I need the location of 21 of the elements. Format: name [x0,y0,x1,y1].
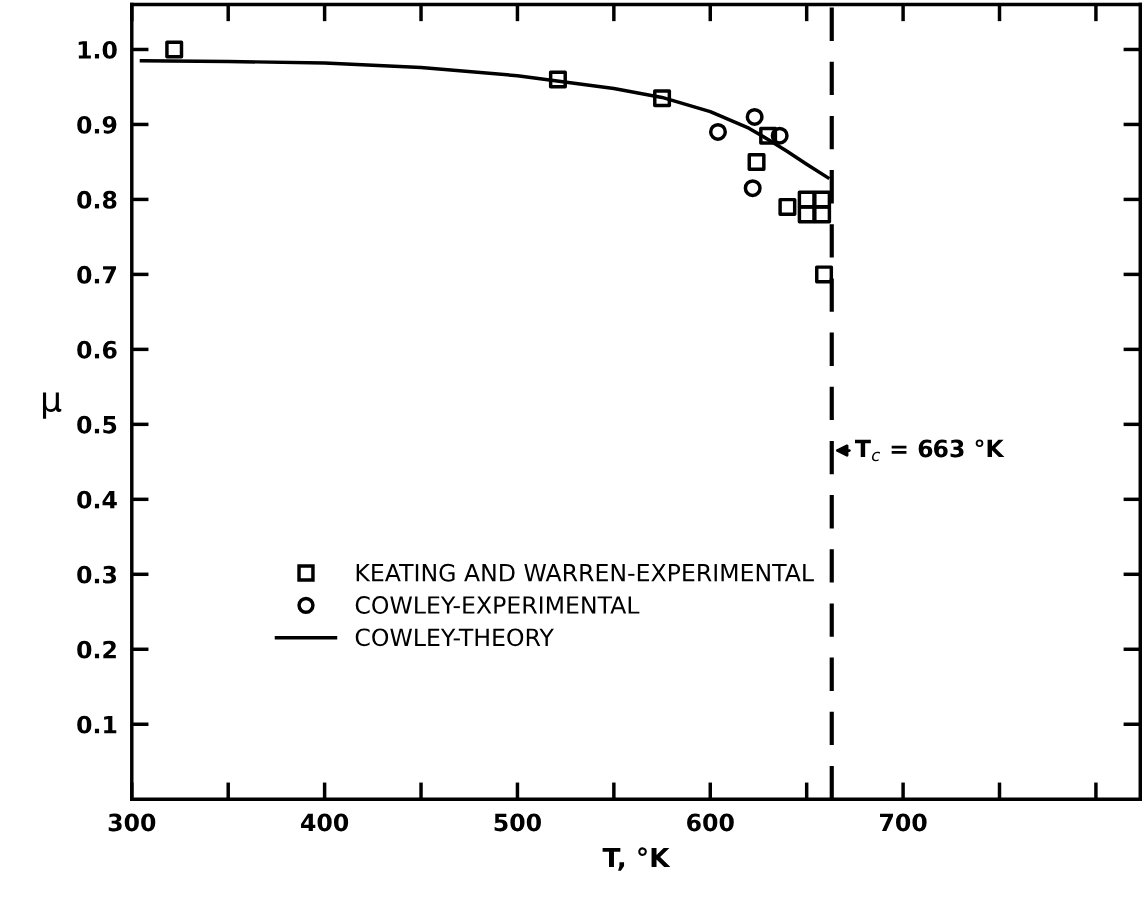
x-tick-label: 500 [494,813,541,832]
ref-line-label: T$_{c}$ = 663 °K [855,439,1005,462]
y-tick-label: 0.6 [77,340,117,359]
y-tick-label: 0.9 [77,115,117,134]
y-tick-label: 0.8 [77,190,117,209]
y-tick-label: 1.0 [78,40,117,59]
x-tick-label: 400 [301,813,349,832]
y-tick-label: 0.5 [77,415,117,434]
y-tick-label: 0.4 [77,490,117,509]
y-axis-title: μ [42,392,62,419]
y-tick-label: 0.3 [77,565,117,584]
x-tick-label: 300 [108,813,156,832]
legend-label: COWLEY-EXPERIMENTAL [355,596,640,614]
legend-label: KEATING AND WARREN-EXPERIMENTAL [356,563,814,582]
legend-label: COWLEY-THEORY [355,628,554,647]
y-tick-label: 0.1 [77,715,117,734]
x-tick-label: 600 [687,813,734,832]
x-tick-label: 700 [880,813,927,832]
y-tick-label: 0.7 [77,265,117,284]
x-axis-title: T, °K [602,847,671,871]
y-tick-label: 0.2 [77,640,116,659]
